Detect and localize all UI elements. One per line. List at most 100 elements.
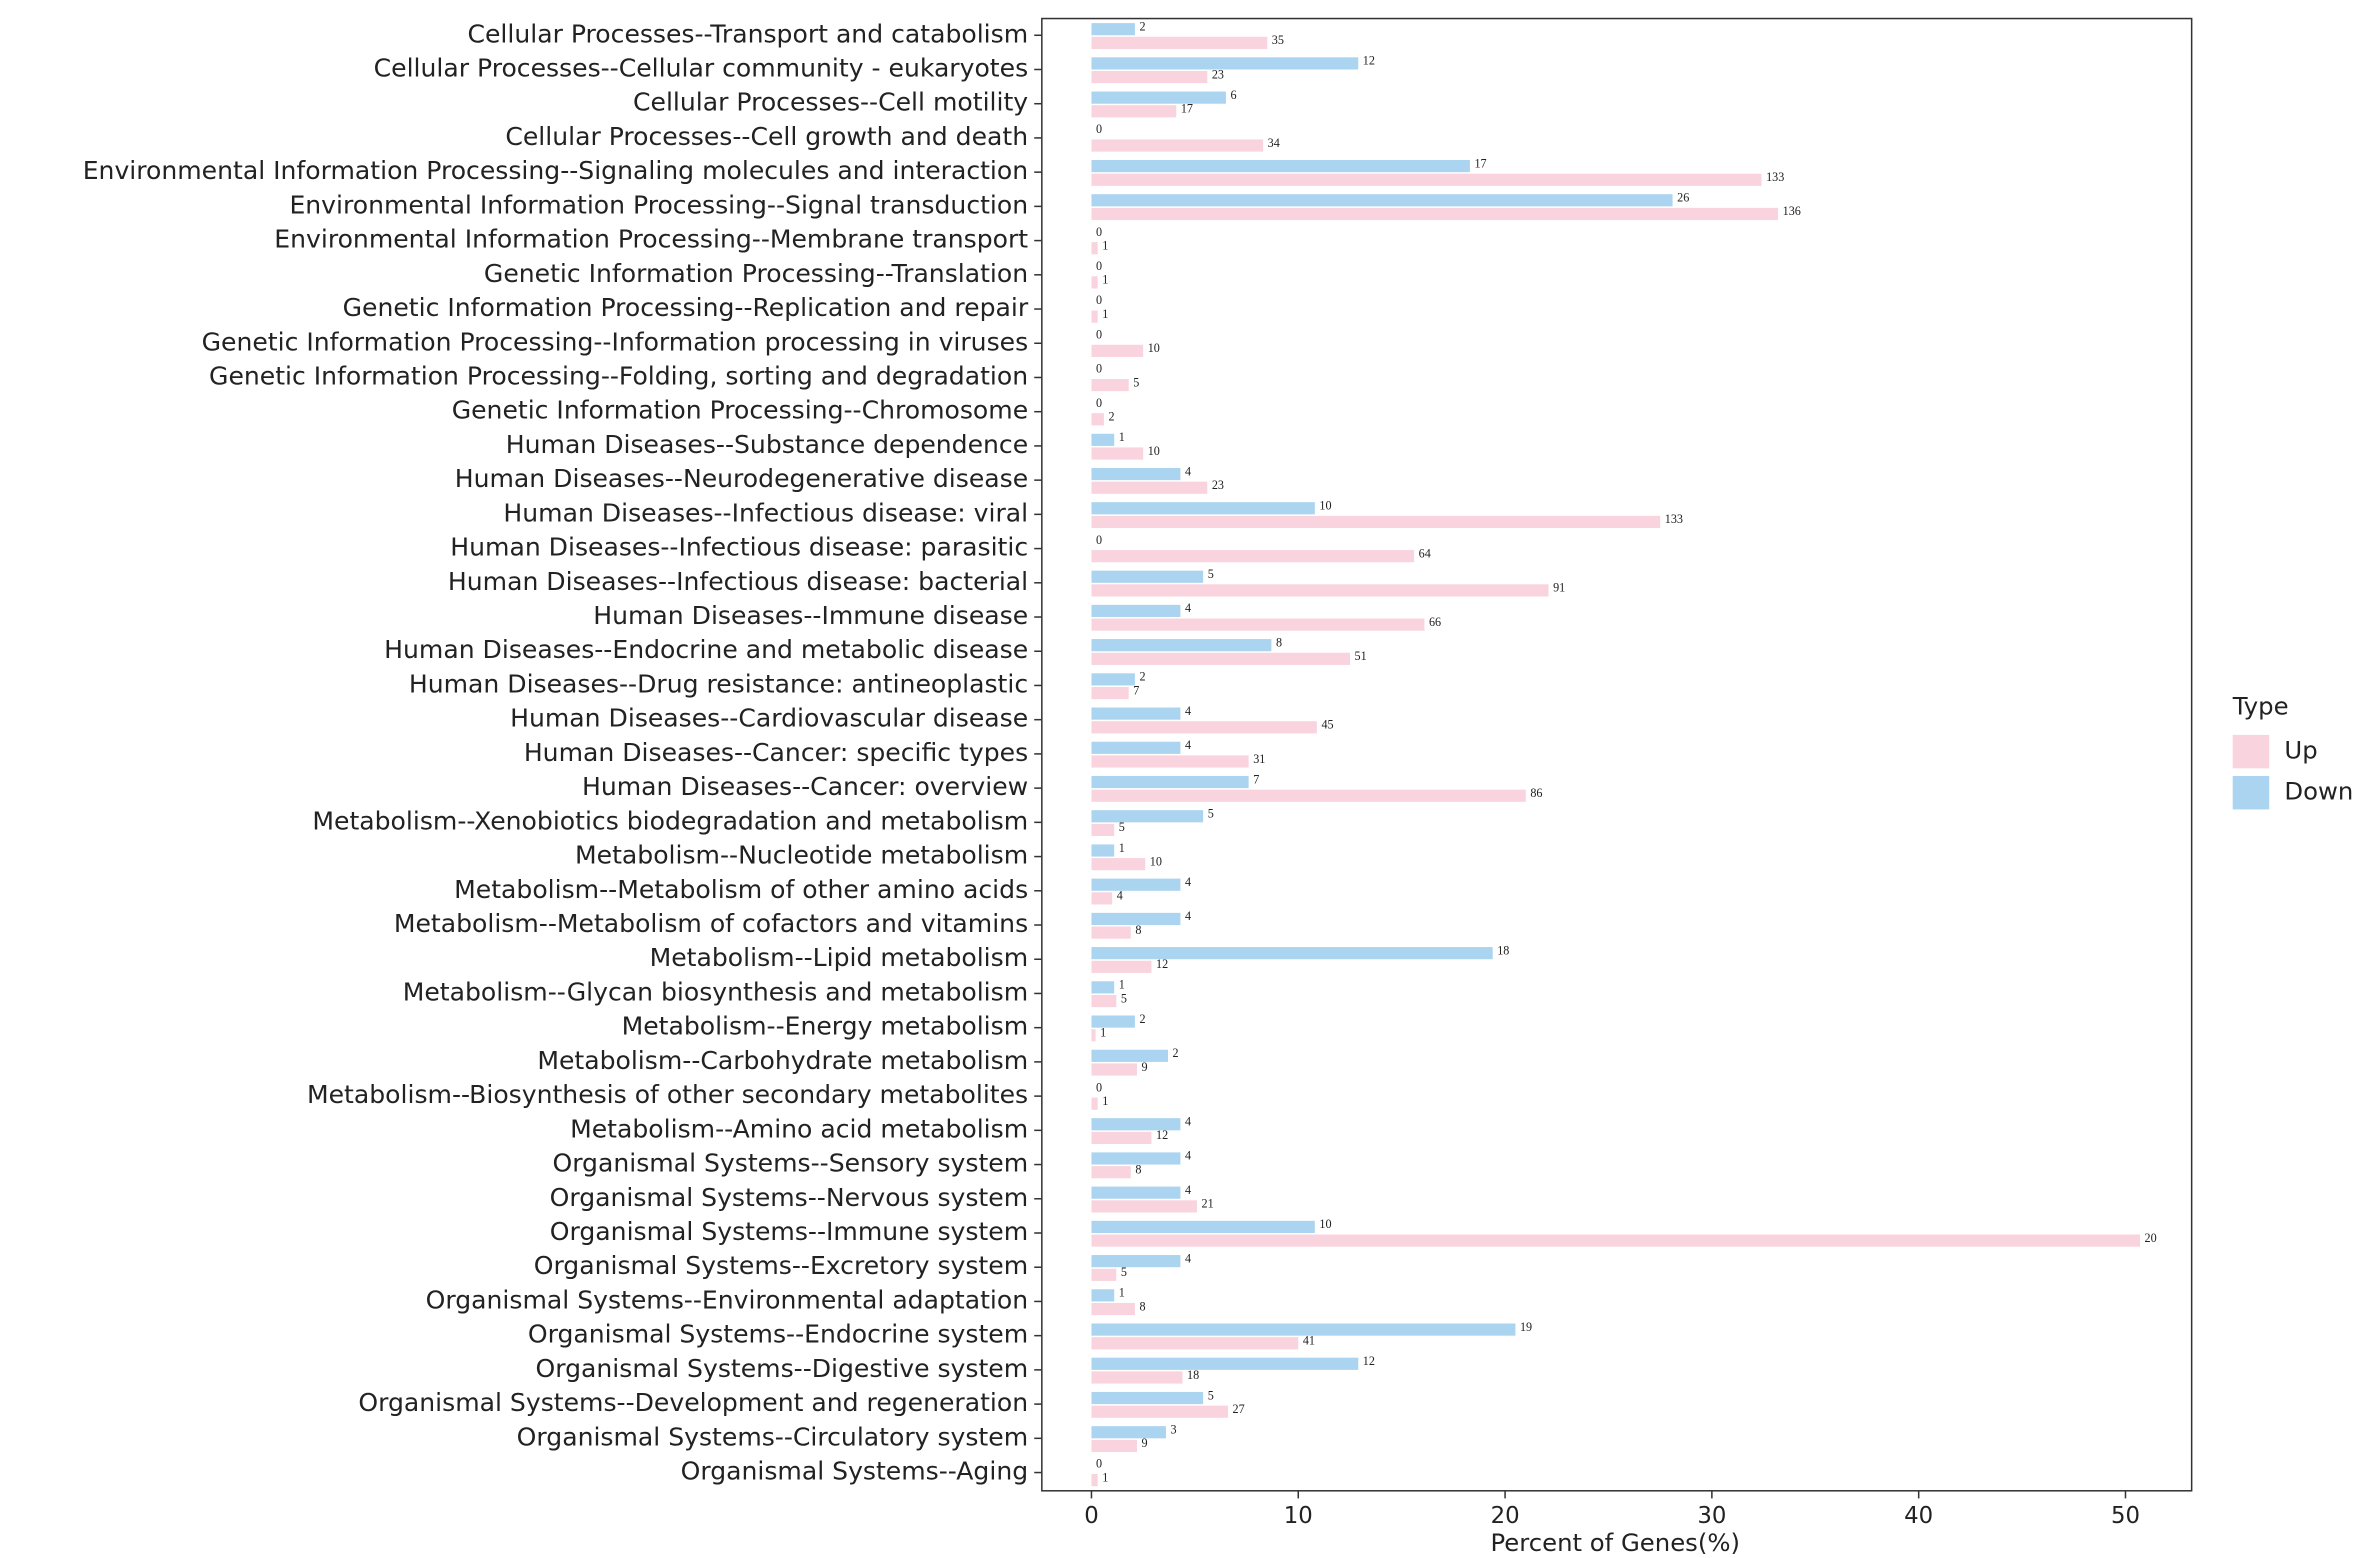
y-tick-label: Human Diseases--Neurodegenerative diseas… xyxy=(455,464,1028,493)
y-tick-label: Environmental Information Processing--Me… xyxy=(274,225,1028,254)
count-label: 66 xyxy=(1429,615,1441,629)
y-tick-label: Organismal Systems--Excretory system xyxy=(534,1251,1028,1280)
bar xyxy=(1091,36,1268,49)
y-tick-label: Human Diseases--Drug resistance: antineo… xyxy=(409,669,1028,698)
count-label: 1 xyxy=(1102,238,1108,252)
count-label: 10 xyxy=(1148,444,1160,458)
count-label: 10 xyxy=(1319,1217,1331,1231)
bar xyxy=(1091,378,1129,392)
y-tick-label: Organismal Systems--Digestive system xyxy=(536,1354,1029,1383)
count-label: 41 xyxy=(1303,1334,1315,1348)
bar xyxy=(1091,173,1762,186)
y-tick-label: Human Diseases--Infectious disease: vira… xyxy=(503,498,1028,527)
bar xyxy=(1091,721,1317,734)
y-tick-label: Human Diseases--Immune disease xyxy=(593,601,1028,630)
count-label: 0 xyxy=(1096,1457,1102,1471)
count-label: 18 xyxy=(1497,943,1509,957)
count-label: 0 xyxy=(1096,396,1102,410)
count-label: 6 xyxy=(1230,88,1236,102)
count-label: 4 xyxy=(1185,601,1191,615)
bar xyxy=(1091,447,1144,460)
y-tick-label: Human Diseases--Infectious disease: para… xyxy=(450,533,1028,562)
bar xyxy=(1091,105,1177,118)
count-label: 2 xyxy=(1173,1046,1179,1060)
bar xyxy=(1091,433,1115,446)
x-tick-label: 30 xyxy=(1697,1503,1726,1529)
y-tick-label: Organismal Systems--Nervous system xyxy=(550,1183,1029,1212)
y-tick-label: Metabolism--Lipid metabolism xyxy=(650,943,1029,972)
count-label: 2 xyxy=(1139,1012,1145,1026)
count-label: 0 xyxy=(1096,327,1102,341)
count-label: 51 xyxy=(1355,649,1367,663)
count-label: 5 xyxy=(1208,567,1214,581)
count-label: 19 xyxy=(1520,1320,1532,1334)
count-label: 10 xyxy=(1148,341,1160,355)
count-label: 5 xyxy=(1133,375,1139,389)
bar xyxy=(1091,1131,1152,1145)
y-tick-label: Cellular Processes--Transport and catabo… xyxy=(467,19,1028,48)
x-tick-label: 40 xyxy=(1904,1503,1933,1529)
count-label: 10 xyxy=(1319,499,1331,513)
y-tick-label: Genetic Information Processing--Replicat… xyxy=(343,293,1029,322)
bar xyxy=(1091,1015,1135,1028)
count-label: 4 xyxy=(1185,1251,1191,1265)
bar xyxy=(1091,1323,1516,1336)
bar xyxy=(1091,1029,1096,1042)
y-tick-label: Human Diseases--Substance dependence xyxy=(506,430,1028,459)
count-label: 4 xyxy=(1185,704,1191,718)
bar xyxy=(1091,139,1264,152)
y-tick-label: Human Diseases--Endocrine and metabolic … xyxy=(384,635,1028,664)
count-label: 1 xyxy=(1119,978,1125,992)
count-label: 9 xyxy=(1142,1436,1148,1450)
bar xyxy=(1091,1097,1098,1110)
bar xyxy=(1091,1234,2140,1247)
y-tick-label: Environmental Information Processing--Si… xyxy=(83,156,1028,185)
bar xyxy=(1091,1200,1197,1213)
bar xyxy=(1091,1220,1315,1233)
bar xyxy=(1091,823,1115,837)
count-label: 91 xyxy=(1553,581,1565,595)
count-label: 2 xyxy=(1139,670,1145,684)
y-tick-label: Cellular Processes--Cell motility xyxy=(633,88,1028,117)
y-tick-label: Cellular Processes--Cellular community -… xyxy=(374,53,1029,82)
bar xyxy=(1091,1049,1168,1062)
bar xyxy=(1091,755,1249,768)
count-label: 8 xyxy=(1135,923,1141,937)
legend-title: Type xyxy=(2232,692,2289,721)
y-tick-label: Organismal Systems--Environmental adapta… xyxy=(426,1285,1029,1314)
count-label: 1 xyxy=(1100,1026,1106,1040)
y-tick-label: Organismal Systems--Immune system xyxy=(550,1217,1028,1246)
bar xyxy=(1091,1474,1098,1487)
bar xyxy=(1091,1063,1137,1076)
count-label: 136 xyxy=(1783,204,1801,218)
count-label: 45 xyxy=(1321,718,1333,732)
count-label: 34 xyxy=(1268,136,1280,150)
count-label: 31 xyxy=(1253,752,1265,766)
bar xyxy=(1091,1371,1183,1384)
y-tick-label: Metabolism--Nucleotide metabolism xyxy=(575,841,1028,870)
y-tick-label: Metabolism--Amino acid metabolism xyxy=(570,1114,1028,1143)
bar xyxy=(1091,413,1104,426)
y-tick-label: Metabolism--Carbohydrate metabolism xyxy=(537,1046,1028,1075)
bar xyxy=(1091,673,1135,686)
count-label: 0 xyxy=(1096,225,1102,239)
count-label: 35 xyxy=(1272,33,1284,47)
count-label: 12 xyxy=(1363,1354,1375,1368)
count-label: 12 xyxy=(1156,1128,1168,1142)
count-label: 7 xyxy=(1133,683,1139,697)
count-label: 86 xyxy=(1530,786,1542,800)
count-label: 8 xyxy=(1135,1162,1141,1176)
bar xyxy=(1091,789,1526,802)
y-tick-label: Metabolism--Biosynthesis of other second… xyxy=(307,1080,1028,1109)
bar xyxy=(1091,502,1315,515)
count-label: 4 xyxy=(1185,1183,1191,1197)
count-label: 5 xyxy=(1208,807,1214,821)
y-tick-label: Organismal Systems--Development and rege… xyxy=(358,1388,1028,1417)
count-label: 1 xyxy=(1119,841,1125,855)
count-label: 0 xyxy=(1096,293,1102,307)
bar xyxy=(1091,515,1661,529)
plot-frame xyxy=(1041,17,2193,1492)
count-label: 5 xyxy=(1208,1388,1214,1402)
x-tick-label: 20 xyxy=(1491,1503,1520,1529)
x-tick-label: 10 xyxy=(1284,1503,1313,1529)
